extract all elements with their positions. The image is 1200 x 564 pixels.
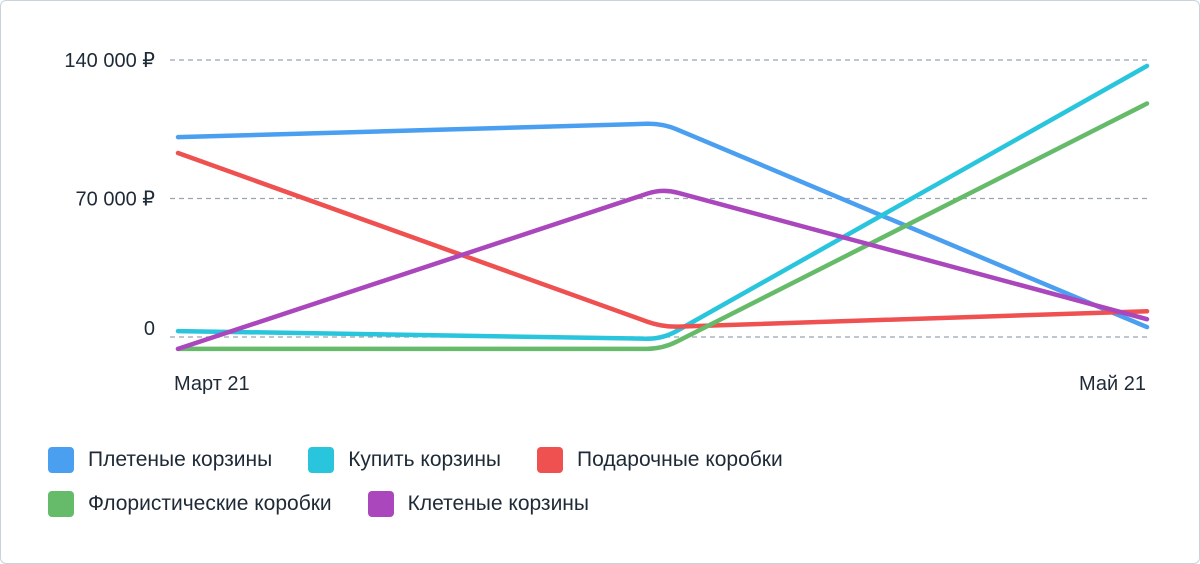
y-tick-label: 140 000 ₽ [64,50,155,72]
x-tick-label: Март 21 [174,373,250,395]
legend-swatch [48,491,74,517]
series-line [175,63,1150,341]
y-tick-label: 70 000 ₽ [76,189,156,211]
legend-swatch [537,447,564,473]
series-line [175,188,1150,352]
legend-label: Плетеные корзины [88,448,273,471]
line-chart: 0 70 000 ₽ 140 000 ₽ Март 21 Май 21 [64,50,1150,395]
legend-label: Флористические коробки [88,492,332,515]
legend-item-floristicheskie[interactable]: Флористические коробки [48,491,332,517]
legend-swatch [308,447,335,473]
legend-row: Флористические коробки Клетеные корзины [48,482,1148,526]
legend: Плетеные корзины Купить корзины Подарочн… [48,438,1148,526]
x-axis-ticks: Март 21 Май 21 [174,373,1146,395]
gridlines [170,59,1147,338]
series-lines [175,63,1150,352]
x-tick-label: Май 21 [1079,373,1146,395]
legend-item-kletenye[interactable]: Клетеные корзины [367,491,589,517]
legend-item-kupit[interactable]: Купить корзины [308,447,501,473]
legend-label: Клетеные корзины [407,492,589,515]
legend-label: Купить корзины [348,448,502,471]
legend-swatch [48,447,74,473]
y-axis-ticks: 0 70 000 ₽ 140 000 ₽ [64,50,155,340]
legend-item-pletenye[interactable]: Плетеные корзины [48,447,272,473]
y-tick-label: 0 [144,318,155,340]
legend-item-podarochnye[interactable]: Подарочные коробки [537,447,783,473]
series-line [175,150,1150,329]
legend-label: Подарочные коробки [577,448,783,471]
series-line [175,121,1150,330]
series-line [175,101,1150,352]
legend-swatch [367,491,394,517]
legend-row: Плетеные корзины Купить корзины Подарочн… [48,438,1148,482]
